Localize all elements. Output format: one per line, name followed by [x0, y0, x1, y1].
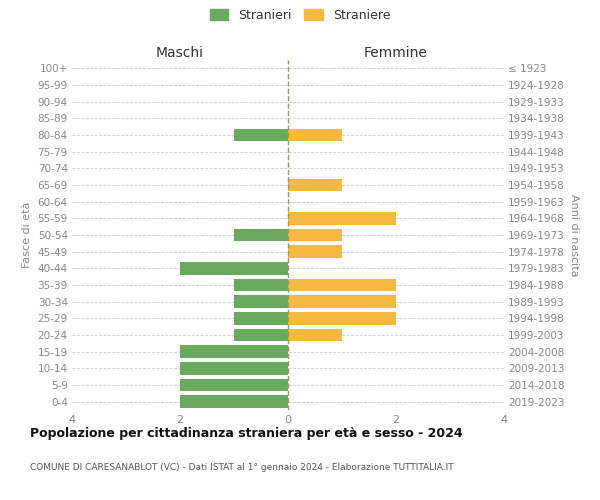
Bar [234, 329, 288, 341]
Bar [288, 329, 342, 341]
Bar [180, 262, 288, 274]
Bar [234, 229, 288, 241]
Bar [180, 379, 288, 391]
Bar [180, 396, 288, 408]
Bar [288, 246, 342, 258]
Bar [234, 279, 288, 291]
Bar [234, 312, 288, 324]
Bar [288, 229, 342, 241]
Bar [288, 296, 396, 308]
Legend: Stranieri, Straniere: Stranieri, Straniere [209, 8, 391, 22]
Bar [180, 362, 288, 374]
Bar [288, 212, 396, 224]
Bar [234, 128, 288, 141]
Text: COMUNE DI CARESANABLOT (VC) - Dati ISTAT al 1° gennaio 2024 - Elaborazione TUTTI: COMUNE DI CARESANABLOT (VC) - Dati ISTAT… [30, 462, 454, 471]
Text: Popolazione per cittadinanza straniera per età e sesso - 2024: Popolazione per cittadinanza straniera p… [30, 428, 463, 440]
Bar [234, 296, 288, 308]
Bar [288, 128, 342, 141]
Bar [180, 346, 288, 358]
Bar [288, 279, 396, 291]
Bar [288, 179, 342, 191]
Text: Femmine: Femmine [364, 46, 428, 60]
Text: Maschi: Maschi [156, 46, 204, 60]
Y-axis label: Anni di nascita: Anni di nascita [569, 194, 579, 276]
Y-axis label: Fasce di età: Fasce di età [22, 202, 32, 268]
Bar [288, 312, 396, 324]
